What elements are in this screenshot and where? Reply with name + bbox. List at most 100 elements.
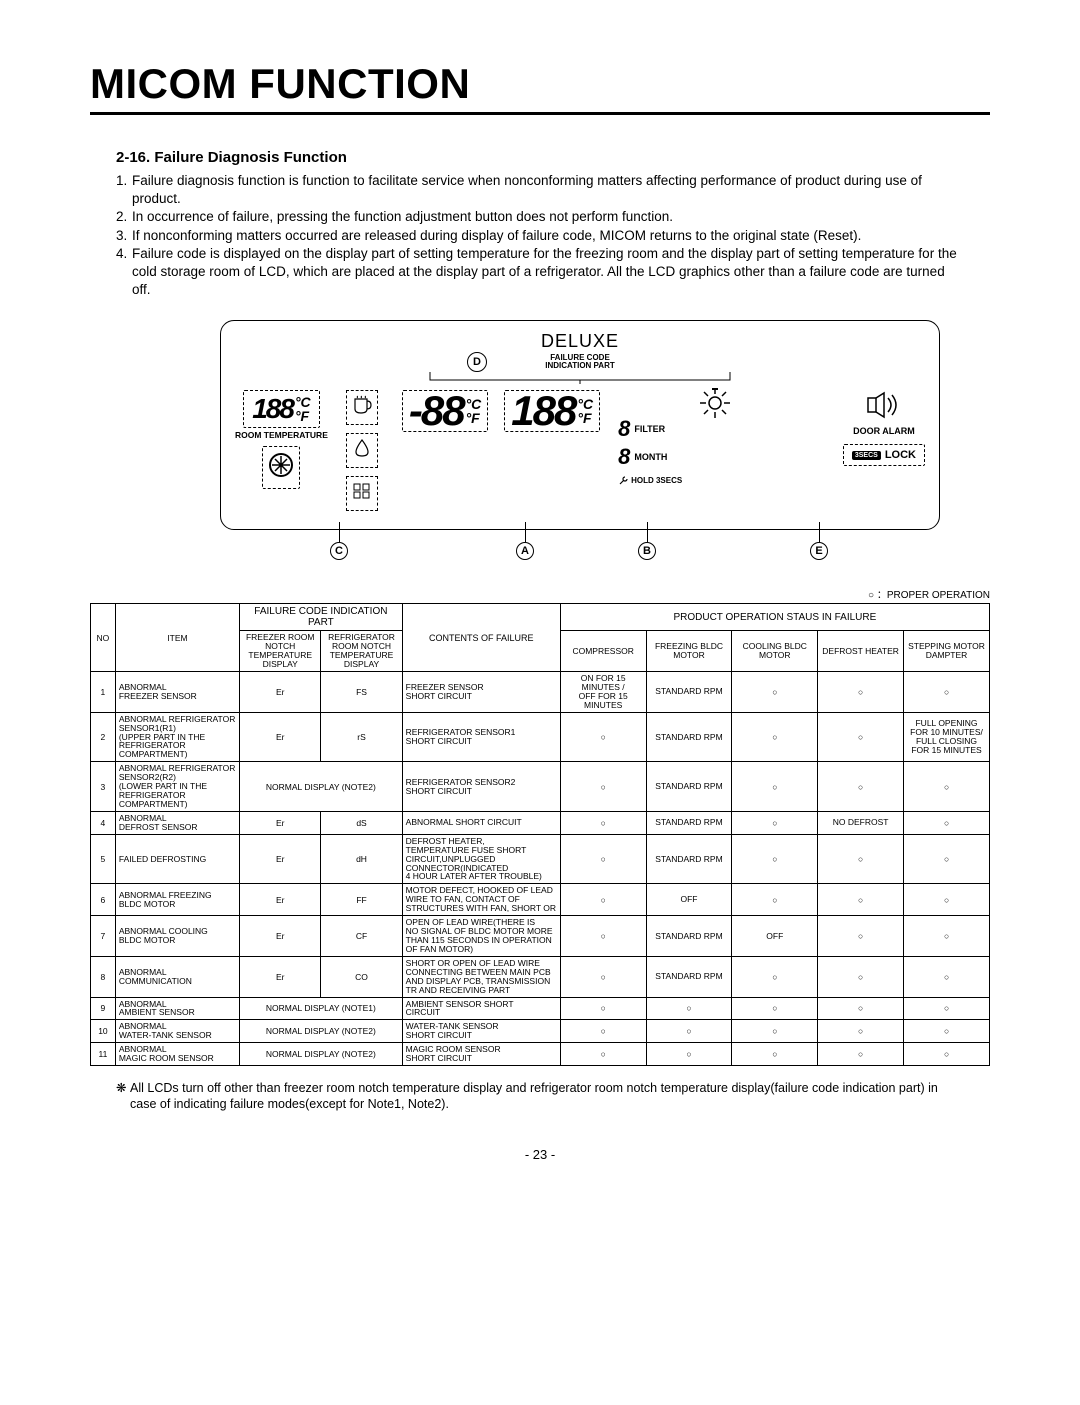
th-failure-code: FAILURE CODE INDICATION PART	[240, 604, 403, 631]
bullet-num: 4.	[116, 245, 132, 300]
th-fc-sub2: REFRIGERATOR ROOM NOTCH TEMPERATURE DISP…	[321, 631, 402, 672]
table-row: 9ABNORMALAMBIENT SENSORNORMAL DISPLAY (N…	[91, 997, 990, 1020]
section-title: Failure Diagnosis Function	[154, 149, 347, 166]
sun-icon	[698, 386, 732, 420]
cell-status: ○	[904, 834, 990, 884]
bullet-text: In occurrence of failure, pressing the f…	[132, 208, 964, 226]
cell-status: STANDARD RPM	[646, 956, 732, 997]
cell-status: ○	[560, 762, 646, 812]
cell-contents: OPEN OF LEAD WIRE(THERE ISNO SIGNAL OF B…	[402, 916, 560, 957]
month-label: MONTH	[634, 452, 667, 462]
cell-status: ○	[646, 1020, 732, 1043]
cell-status: ○	[732, 956, 818, 997]
cell-status: STANDARD RPM	[646, 811, 732, 834]
cell-item: ABNORMAL REFRIGERATORSENSOR2(R2)(LOWER P…	[115, 762, 239, 812]
cell-status: ○	[560, 834, 646, 884]
cell-code2: FF	[321, 884, 402, 916]
filter-label: FILTER	[634, 424, 665, 434]
cell-item: ABNORMALWATER-TANK SENSOR	[115, 1020, 239, 1043]
cell-contents: FREEZER SENSORSHORT CIRCUIT	[402, 672, 560, 713]
cell-status: STANDARD RPM	[646, 672, 732, 713]
cell-status: ○	[904, 811, 990, 834]
table-row: 4ABNORMALDEFROST SENSORErdSABNORMAL SHOR…	[91, 811, 990, 834]
cell-code2: dS	[321, 811, 402, 834]
unit-cf: °C°F	[466, 397, 482, 425]
cell-status: FULL OPENING FOR 10 MINUTES/FULL CLOSING…	[904, 712, 990, 762]
bullet-text: If nonconforming matters occurred are re…	[132, 227, 964, 245]
deluxe-label: DELUXE	[235, 331, 925, 352]
cell-code1: Er	[240, 956, 321, 997]
cell-status: ○	[732, 884, 818, 916]
th-item: ITEM	[115, 604, 239, 672]
cell-status: STANDARD RPM	[646, 916, 732, 957]
section-heading: 2-16. Failure Diagnosis Function	[116, 149, 964, 166]
cell-status: ○	[818, 956, 904, 997]
cubes-icon	[351, 481, 373, 501]
cell-code-merged: NORMAL DISPLAY (NOTE2)	[240, 1043, 403, 1066]
th-defrost: DEFROST HEATER	[818, 631, 904, 672]
cell-code-merged: NORMAL DISPLAY (NOTE1)	[240, 997, 403, 1020]
th-compressor: COMPRESSOR	[560, 631, 646, 672]
cell-status: ○	[732, 712, 818, 762]
cell-status: ○	[732, 997, 818, 1020]
speaker-icon	[864, 390, 904, 420]
cell-code2: rS	[321, 712, 402, 762]
table-row: 1ABNORMALFREEZER SENSORErFSFREEZER SENSO…	[91, 672, 990, 713]
cell-status: STANDARD RPM	[646, 762, 732, 812]
bullets-list: 1.Failure diagnosis function is function…	[116, 172, 964, 300]
cell-status: OFF	[646, 884, 732, 916]
cell-item: ABNORMAL FREEZINGBLDC MOTOR	[115, 884, 239, 916]
cell-status: ○	[818, 712, 904, 762]
cell-code2: FS	[321, 672, 402, 713]
cell-contents: AMBIENT SENSOR SHORTCIRCUIT	[402, 997, 560, 1020]
cell-status: ○	[904, 956, 990, 997]
th-cooling: COOLING BLDC MOTOR	[732, 631, 818, 672]
cell-code2: CF	[321, 916, 402, 957]
cell-no: 10	[91, 1020, 116, 1043]
cell-item: ABNORMALDEFROST SENSOR	[115, 811, 239, 834]
th-no: NO	[91, 604, 116, 672]
cell-status: ○	[732, 1043, 818, 1066]
cell-no: 1	[91, 672, 116, 713]
cell-contents: MOTOR DEFECT, HOOKED OF LEADWIRE TO FAN,…	[402, 884, 560, 916]
table-row: 8ABNORMALCOMMUNICATIONErCOSHORT OR OPEN …	[91, 956, 990, 997]
section-no: 2-16.	[116, 149, 150, 166]
letter-b: B	[638, 542, 656, 560]
cell-contents: DEFROST HEATER,TEMPERATURE FUSE SHORTCIR…	[402, 834, 560, 884]
bracket-icon	[420, 372, 740, 384]
cell-status: ○	[560, 1020, 646, 1043]
th-contents: CONTENTS OF FAILURE	[402, 604, 560, 672]
cell-no: 9	[91, 997, 116, 1020]
letter-c: C	[330, 542, 348, 560]
cell-code1: Er	[240, 916, 321, 957]
cup-icon	[351, 395, 373, 415]
lock-label: LOCK	[885, 449, 916, 461]
hold-label: HOLD 3SECS	[631, 476, 682, 485]
failure-code-label: FAILURE CODE INDICATION PART	[235, 354, 925, 371]
seg-refrigerator: 188	[511, 393, 575, 429]
cell-code-merged: NORMAL DISPLAY (NOTE2)	[240, 1020, 403, 1043]
cell-contents: REFRIGERATOR SENSOR1SHORT CIRCUIT	[402, 712, 560, 762]
th-freezing: FREEZING BLDC MOTOR	[646, 631, 732, 672]
circle-labels: C A B E	[220, 536, 940, 566]
cell-status: ○	[732, 811, 818, 834]
snowflake-icon	[267, 451, 295, 479]
cell-status: ○	[560, 956, 646, 997]
door-alarm-label: DOOR ALARM	[853, 426, 915, 436]
th-stepping: STEPPING MOTOR DAMPTER	[904, 631, 990, 672]
cell-no: 8	[91, 956, 116, 997]
cell-no: 3	[91, 762, 116, 812]
cell-status: ○	[560, 884, 646, 916]
seg-filter: 8	[618, 416, 630, 442]
cell-status: ○	[818, 1020, 904, 1043]
cell-status: ○	[818, 1043, 904, 1066]
cell-code1: Er	[240, 834, 321, 884]
footnote-text: All LCDs turn off other than freezer roo…	[130, 1080, 964, 1113]
cell-status: ○	[560, 811, 646, 834]
cell-status: ○	[904, 672, 990, 713]
cell-status: ○	[904, 997, 990, 1020]
cell-status: STANDARD RPM	[646, 834, 732, 884]
table-row: 5FAILED DEFROSTINGErdHDEFROST HEATER,TEM…	[91, 834, 990, 884]
cell-status: ○	[818, 916, 904, 957]
letter-e: E	[810, 542, 828, 560]
